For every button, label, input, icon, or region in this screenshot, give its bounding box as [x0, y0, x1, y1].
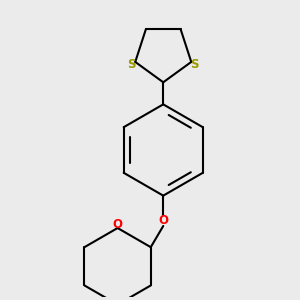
Text: S: S	[190, 58, 199, 71]
Text: O: O	[112, 218, 123, 231]
Text: S: S	[128, 58, 136, 71]
Text: O: O	[158, 214, 168, 227]
